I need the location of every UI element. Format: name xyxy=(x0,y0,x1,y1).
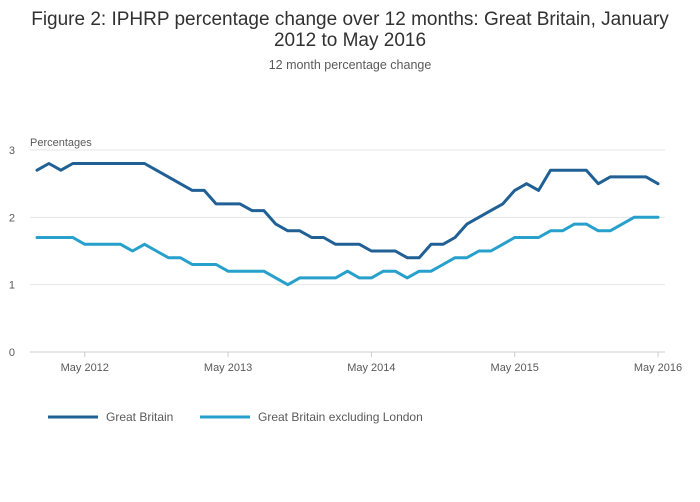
chart-subtitle: 12 month percentage change xyxy=(269,58,432,72)
x-tick-label: May 2012 xyxy=(61,362,109,374)
legend: Great Britain Great Britain excluding Lon… xyxy=(48,410,423,424)
legend-label-1: Great Britain xyxy=(106,410,173,424)
y-tick-label: 1 xyxy=(9,280,15,292)
y-tick-label: 3 xyxy=(9,145,15,157)
series-line-2 xyxy=(35,215,660,287)
series-layer xyxy=(35,162,660,287)
x-tick-label: May 2015 xyxy=(491,362,539,374)
x-tick-label: May 2016 xyxy=(634,362,682,374)
chart-title-line2: 2012 to May 2016 xyxy=(274,30,426,51)
legend-label-2: Great Britain excluding London xyxy=(258,410,423,424)
series-line-1 xyxy=(35,162,660,260)
x-tick-label: May 2013 xyxy=(204,362,252,374)
x-tick-label: May 2014 xyxy=(347,362,395,374)
chart-title-line1: Figure 2: IPHRP percentage change over 1… xyxy=(31,9,669,30)
y-axis-label: Percentages xyxy=(30,137,92,149)
x-axis: May 2012 May 2013 May 2014 May 2015 May 2016 xyxy=(30,351,682,374)
y-tick-label: 2 xyxy=(9,212,15,224)
grid-layer: 0 1 2 3 xyxy=(9,145,665,359)
y-tick-label: 0 xyxy=(9,347,15,359)
